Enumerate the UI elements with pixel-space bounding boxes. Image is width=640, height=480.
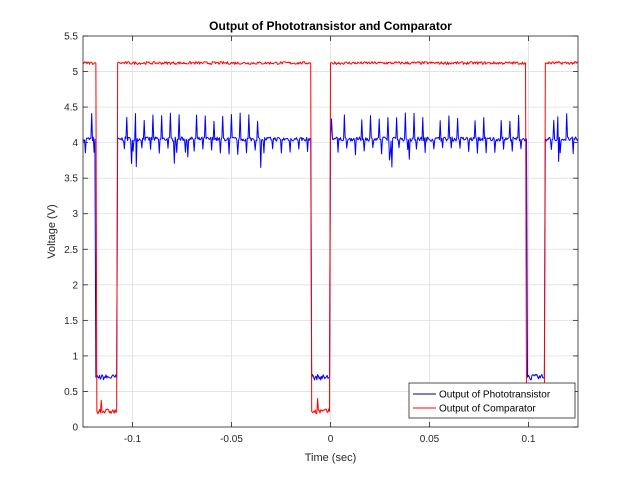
- chart-title: Output of Phototransistor and Comparator: [209, 19, 452, 33]
- x-tick-label: 0.05: [420, 434, 440, 445]
- y-axis-label: Voltage (V): [46, 204, 58, 258]
- x-tick-label: -0.1: [124, 434, 142, 445]
- y-tick-label: 0.5: [64, 387, 78, 398]
- comparator-line: [82, 61, 579, 415]
- y-tick-label: 0: [72, 423, 78, 434]
- x-tick-label: 0: [328, 434, 334, 445]
- series-layer: [82, 61, 579, 415]
- x-axis-label: Time (sec): [305, 452, 357, 464]
- legend: Output of Phototransistor Output of Comp…: [408, 382, 576, 419]
- y-tick-label: 2: [72, 280, 78, 291]
- x-tick-label: -0.05: [220, 434, 243, 445]
- y-tick-label: 4.5: [64, 103, 78, 114]
- legend-box: [408, 382, 576, 419]
- y-tick-label: 4: [72, 138, 78, 149]
- y-tick-label: 1.5: [64, 316, 78, 327]
- y-tick-label: 3.5: [64, 174, 78, 185]
- x-tick-label: 0.1: [522, 434, 536, 445]
- y-tick-label: 5.5: [64, 32, 78, 43]
- legend-label-comparator: Output of Comparator: [439, 404, 536, 415]
- legend-label-phototransistor: Output of Phototransistor: [439, 390, 551, 401]
- y-tick-label: 5: [72, 67, 78, 78]
- y-tick-label: 3: [72, 209, 78, 220]
- y-tick-label: 2.5: [64, 245, 78, 256]
- y-tick-label: 1: [72, 351, 78, 362]
- ticks: -0.1 -0.05 0 0.05 0.1 0 0.5 1 1.5 2 2.5 3 3.5 4 4.5 5 5.…: [64, 32, 578, 445]
